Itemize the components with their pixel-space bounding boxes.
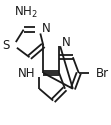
- Text: NH$_2$: NH$_2$: [14, 5, 38, 20]
- Text: N: N: [42, 22, 51, 35]
- Text: N: N: [62, 36, 71, 49]
- Text: Br: Br: [96, 66, 109, 80]
- Text: S: S: [2, 39, 9, 52]
- Text: NH: NH: [18, 68, 35, 80]
